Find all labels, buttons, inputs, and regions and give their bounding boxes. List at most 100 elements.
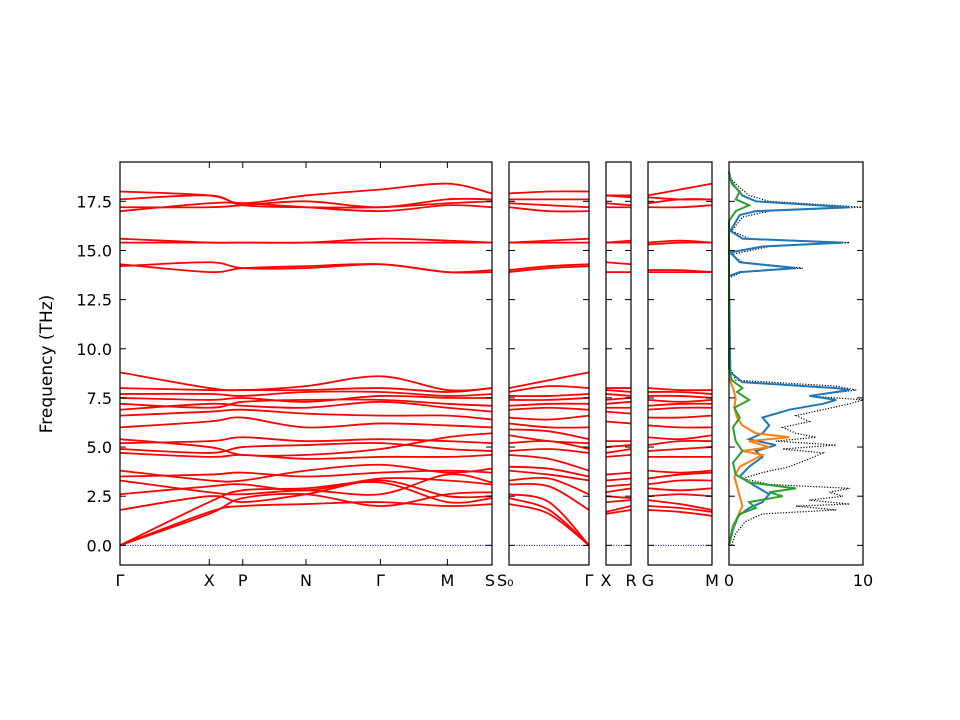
band-line-18 — [508, 385, 590, 393]
band-line-1 — [605, 505, 632, 513]
band-line-10 — [119, 436, 493, 445]
band-line-11 — [508, 428, 590, 441]
x-tick-label: G — [642, 571, 654, 590]
band-line-15 — [119, 398, 493, 409]
band-line-5 — [605, 483, 632, 488]
band-line-19 — [508, 371, 590, 389]
band-line-11 — [647, 434, 713, 441]
band-line-0 — [605, 509, 632, 515]
band-line-1 — [647, 505, 713, 513]
dos-curve-0 — [728, 171, 864, 546]
band-line-21 — [647, 269, 713, 273]
band-line-18 — [647, 390, 713, 395]
x-tick-label: P — [238, 571, 248, 590]
dos-x-tick-label: 10 — [853, 571, 873, 590]
band-line-2 — [605, 499, 632, 503]
band-line-12 — [647, 424, 713, 429]
band-line-8 — [508, 448, 590, 454]
band-line-6 — [647, 471, 713, 480]
panel-frame — [647, 161, 713, 566]
band-line-6 — [605, 477, 632, 482]
dos-panel: 0 10 — [724, 161, 873, 590]
dos-x-tick-label: 0 — [724, 571, 734, 590]
band-line-13 — [605, 410, 632, 415]
band-line-21 — [508, 263, 590, 272]
y-axis-label: Frequency (THz) — [37, 295, 57, 434]
band-line-13 — [119, 408, 493, 421]
band-line-9 — [119, 442, 493, 454]
y-tick-label: 5.0 — [87, 438, 112, 457]
band-line-25 — [119, 197, 493, 209]
dos-curve-2 — [728, 377, 790, 546]
band-line-18 — [119, 387, 493, 393]
band-line-9 — [605, 448, 632, 454]
x-tick-label: Γ — [116, 571, 125, 590]
band-line-5 — [647, 479, 713, 486]
band-line-6 — [119, 469, 493, 478]
y-tick-label: 0.0 — [87, 536, 112, 555]
x-tick-label: R — [625, 571, 636, 590]
x-tick-label: S₀ — [497, 571, 514, 590]
panel-frame — [508, 161, 590, 566]
band-line-4 — [605, 487, 632, 494]
band-line-25 — [605, 202, 632, 207]
band-line-12 — [119, 416, 493, 429]
band-line-4 — [647, 487, 713, 492]
x-tick-label: Γ — [585, 571, 594, 590]
y-tick-label: 7.5 — [87, 389, 112, 408]
y-tick-label: 15.0 — [76, 241, 112, 260]
band-line-23 — [647, 239, 713, 244]
band-line-20 — [508, 265, 590, 273]
x-tick-label: M — [705, 571, 719, 590]
band-line-27 — [119, 182, 493, 205]
panels: Γ X P N Γ M S0.02.55.07.510.012.515.017.5S₀ Γ X R… — [76, 161, 873, 590]
band-line-19 — [647, 387, 713, 392]
band-line-23 — [605, 239, 632, 244]
band-line-7 — [119, 463, 493, 483]
band-line-24 — [647, 204, 713, 209]
band-line-24 — [508, 206, 590, 213]
x-tick-label: X — [204, 571, 215, 590]
band-line-26 — [647, 196, 713, 201]
band-line-17 — [119, 390, 493, 397]
band-line-21 — [119, 263, 493, 274]
band-line-10 — [508, 434, 590, 445]
band-line-16 — [647, 398, 713, 403]
y-tick-label: 2.5 — [87, 487, 112, 506]
band-line-14 — [647, 406, 713, 411]
band-line-11 — [119, 432, 493, 457]
band-line-18 — [605, 389, 632, 393]
y-tick-label: 10.0 — [76, 340, 112, 359]
band-line-0 — [647, 509, 713, 517]
band-line-6 — [508, 465, 590, 478]
band-line-7 — [647, 469, 713, 474]
band-line-4 — [119, 477, 493, 496]
band-line-14 — [508, 406, 590, 411]
band-line-17 — [508, 393, 590, 397]
x-tick-label: M — [440, 571, 454, 590]
band-line-1 — [119, 501, 493, 547]
band-line-17 — [647, 394, 713, 399]
x-tick-label: Γ — [376, 571, 385, 590]
band-line-5 — [508, 469, 590, 482]
x-tick-label: N — [300, 571, 312, 590]
band-line-8 — [119, 452, 493, 460]
band-line-15 — [605, 400, 632, 405]
band-line-16 — [119, 394, 493, 403]
band-line-13 — [508, 414, 590, 421]
band-panel-s0-gamma: S₀ Γ — [497, 161, 594, 590]
band-line-23 — [508, 237, 590, 244]
band-line-9 — [647, 446, 713, 452]
band-line-4 — [508, 476, 590, 496]
band-line-7 — [605, 471, 632, 476]
dos-curve-3 — [728, 171, 797, 546]
band-line-8 — [605, 454, 632, 458]
band-line-21 — [605, 261, 632, 266]
band-line-25 — [508, 202, 590, 209]
y-tick-label: 12.5 — [76, 291, 112, 310]
band-line-10 — [647, 439, 713, 446]
band-line-12 — [605, 420, 632, 425]
dos-frame — [728, 161, 864, 566]
